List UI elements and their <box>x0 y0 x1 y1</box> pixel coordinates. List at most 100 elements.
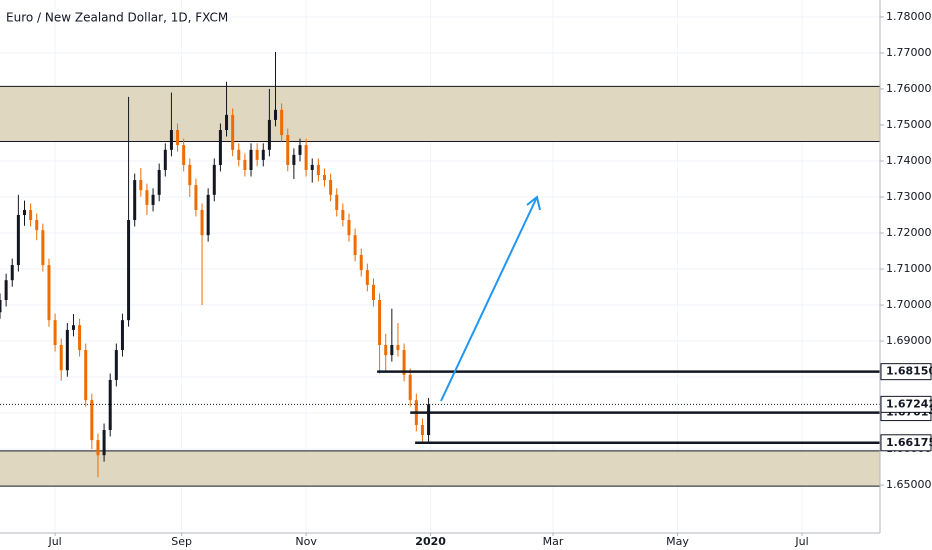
x-tick-label: Mar <box>543 535 564 548</box>
candle-body <box>249 149 253 170</box>
price-label-box <box>880 363 932 381</box>
y-tick-label: 1.69000 <box>886 334 932 347</box>
candle-body <box>384 345 388 356</box>
candle-body <box>255 149 259 160</box>
candle-body <box>329 180 333 195</box>
candle-body <box>157 169 161 195</box>
chart-title: Euro / New Zealand Dollar, 1D, FXCM <box>6 11 228 25</box>
candle-body <box>71 325 75 330</box>
candle-body <box>286 135 290 165</box>
x-tick-label: 2020 <box>415 535 446 548</box>
candle-body <box>84 350 88 401</box>
candles <box>0 51 431 478</box>
candle-body <box>182 145 186 165</box>
candle-body <box>22 209 26 216</box>
candle-body <box>206 194 210 236</box>
candle-body <box>200 209 204 236</box>
candle-body <box>10 265 14 281</box>
price-axis-bg <box>880 0 932 550</box>
y-tick-label: 1.78000 <box>886 10 932 23</box>
candle-body <box>390 345 394 356</box>
candle-body <box>188 164 192 186</box>
trend-arrow <box>440 195 541 402</box>
candle-body <box>90 400 94 441</box>
arrow-line <box>440 196 538 402</box>
candle-body <box>169 130 173 150</box>
candle-body <box>365 270 369 285</box>
candle-body <box>65 329 69 371</box>
candle-body <box>237 149 241 160</box>
candle-body <box>341 209 345 221</box>
candle-body <box>347 220 351 236</box>
price-label: 1.68150 <box>886 365 932 378</box>
x-tick-label: Jul <box>794 535 808 548</box>
x-tick-label: May <box>666 535 689 548</box>
candle-body <box>120 320 124 351</box>
candle-body <box>145 190 149 205</box>
y-tick-label: 1.76000 <box>886 82 932 95</box>
candle-body <box>310 164 314 170</box>
candle-body <box>353 235 357 255</box>
y-tick-label: 1.72000 <box>886 226 932 239</box>
candle-body <box>0 299 2 313</box>
x-tick-label: Jul <box>47 535 61 548</box>
candle-body <box>298 145 302 155</box>
candle-body <box>371 284 375 300</box>
candle-body <box>41 230 45 266</box>
candle-body <box>16 215 20 266</box>
levels <box>0 370 880 445</box>
y-tick-label: 1.73000 <box>886 190 932 203</box>
y-tick-label: 1.70000 <box>886 298 932 311</box>
candle-body <box>261 149 265 160</box>
candle-body <box>212 164 216 195</box>
candle-body <box>59 345 63 371</box>
price-label-box <box>880 434 932 452</box>
candle-body <box>114 350 118 380</box>
candle-body <box>402 350 406 375</box>
candle-body <box>127 220 131 321</box>
candle-body <box>378 299 382 346</box>
candle-body <box>4 280 8 300</box>
candle-body <box>280 109 284 136</box>
candle-body <box>243 159 247 170</box>
candle-body <box>53 320 57 346</box>
candle-body <box>139 180 143 191</box>
y-tick-label: 1.77000 <box>886 46 932 59</box>
candle-body <box>151 194 155 205</box>
candle-body <box>176 130 180 146</box>
zone <box>0 86 880 142</box>
time-axis-bg <box>0 533 932 550</box>
candle-body <box>231 114 235 150</box>
y-tick-label: 1.74000 <box>886 154 932 167</box>
candle-body <box>108 379 112 431</box>
arrow-head <box>526 195 541 211</box>
candle-body <box>408 374 412 401</box>
price-label: 1.66175 <box>886 436 932 449</box>
price-label-box <box>880 395 932 413</box>
y-tick-label: 1.65000 <box>886 478 932 491</box>
candle-body <box>29 209 33 221</box>
axis-labels: 1.650001.660001.670001.680001.690001.700… <box>47 10 932 548</box>
candle-body <box>274 109 278 120</box>
candle-body <box>292 154 296 165</box>
candle-body <box>47 265 51 321</box>
candle-body <box>102 430 106 456</box>
candle-body <box>163 149 167 170</box>
candle-body <box>96 440 100 456</box>
candle-body <box>218 130 222 165</box>
candle-body <box>225 114 229 131</box>
candle-body <box>316 164 320 176</box>
y-tick-label: 1.75000 <box>886 118 932 131</box>
candle-body <box>427 404 431 436</box>
candle-body <box>322 175 326 181</box>
candle-body <box>267 119 271 150</box>
candle-body <box>35 220 39 231</box>
zones <box>0 85 880 487</box>
candle-body <box>304 145 308 170</box>
candle-body <box>396 345 400 351</box>
x-tick-label: Nov <box>295 535 317 548</box>
zone <box>0 450 880 487</box>
candle-body <box>194 185 198 210</box>
price-label: 1.67242 <box>886 397 932 410</box>
